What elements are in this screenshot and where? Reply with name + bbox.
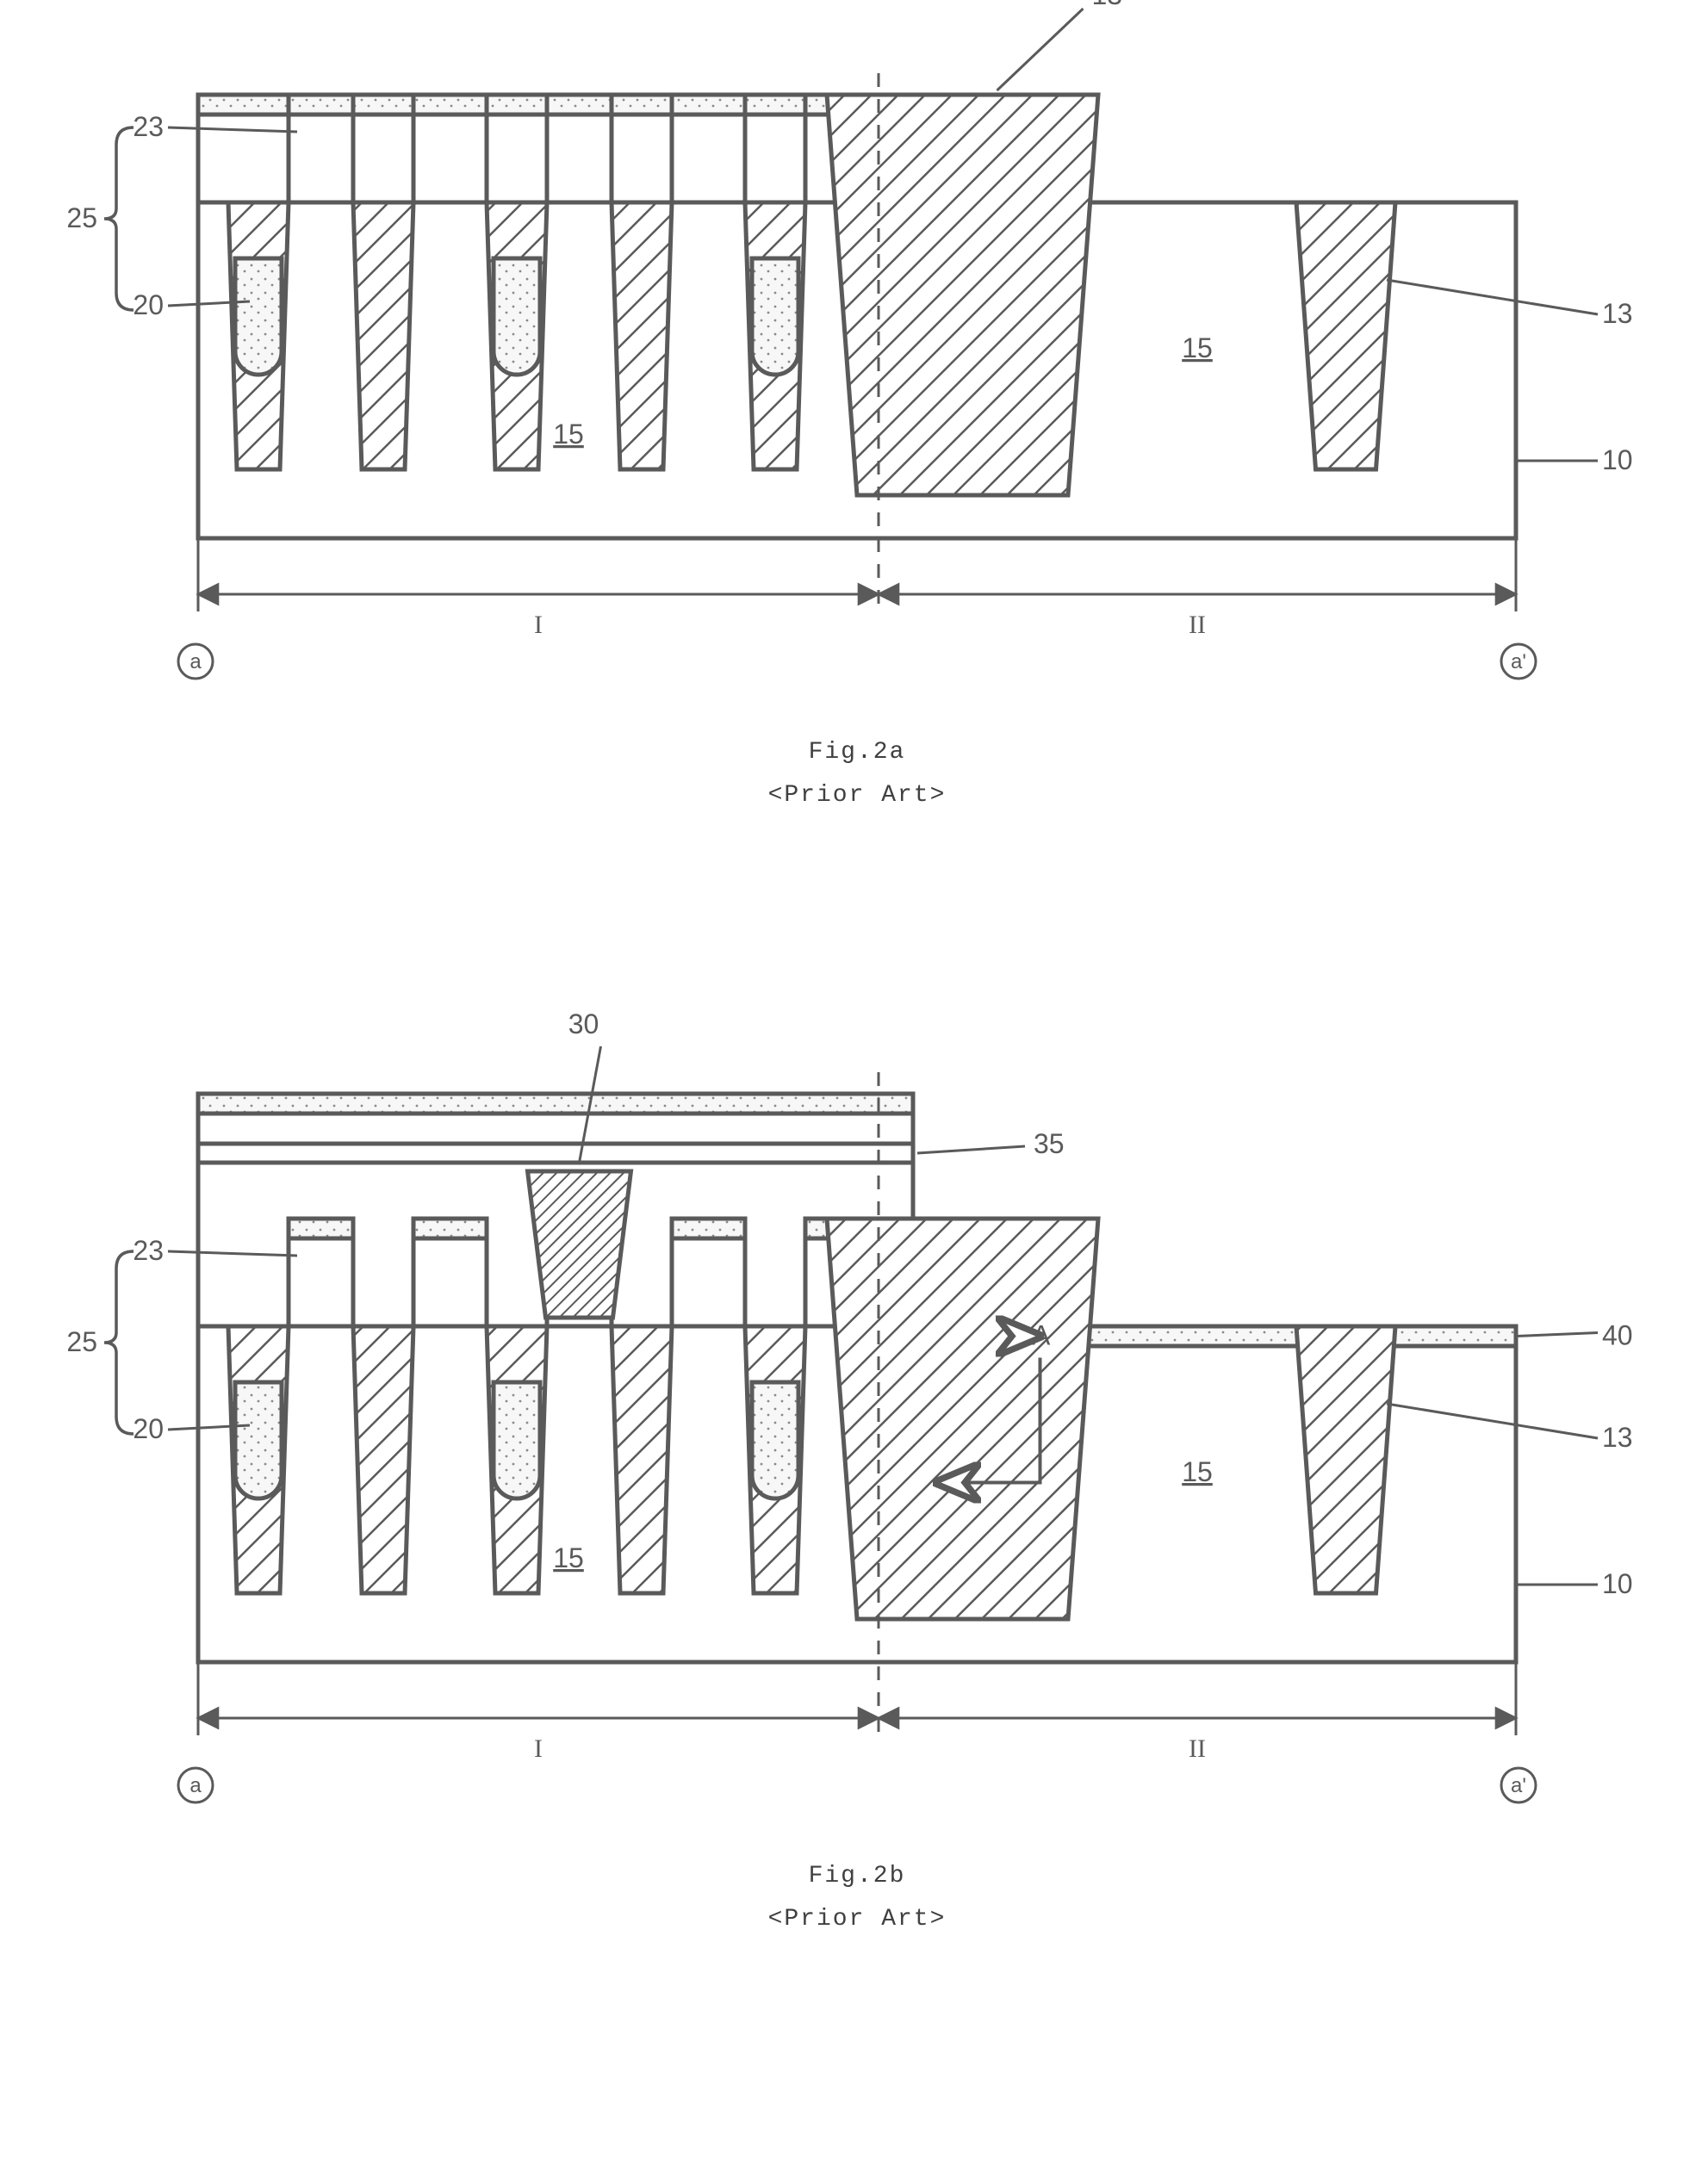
label-13-top: 13: [1092, 0, 1123, 10]
region-I: I: [534, 611, 543, 639]
figure-2a: 1515131310232025IIIaa'Fig.2a<Prior Art>: [66, 0, 1632, 809]
caption-line-1: Fig.2b: [809, 1863, 906, 1889]
label-15-left: 15: [553, 419, 584, 450]
region-II: II: [1189, 1734, 1206, 1763]
figure-2b: 303540A15151310232025IIIaa'Fig.2b<Prior …: [66, 1008, 1632, 1933]
gate-30: [528, 1171, 631, 1318]
marker-a-prime: a': [1511, 650, 1526, 673]
label-25: 25: [66, 1326, 97, 1357]
label-35: 35: [1034, 1128, 1065, 1159]
label-15-left: 15: [553, 1542, 584, 1573]
label-A: A: [1032, 1320, 1051, 1351]
label-23: 23: [133, 1235, 164, 1266]
caption-line-2: <Prior Art>: [768, 1906, 947, 1933]
region-II: II: [1189, 611, 1206, 639]
marker-a-prime: a': [1511, 1774, 1526, 1797]
label-15-right: 15: [1182, 1456, 1213, 1487]
label-13: 13: [1602, 298, 1633, 329]
label-20: 20: [133, 1413, 164, 1444]
label-30: 30: [568, 1008, 599, 1039]
label-25: 25: [66, 202, 97, 233]
layer-35: [198, 1144, 913, 1163]
isolation-wide: [827, 95, 1098, 495]
isolation-wide: [827, 1219, 1098, 1619]
caption-line-1: Fig.2a: [809, 739, 906, 766]
caption-line-2: <Prior Art>: [768, 782, 947, 809]
label-40: 40: [1602, 1320, 1633, 1351]
label-20: 20: [133, 289, 164, 320]
label-23: 23: [133, 111, 164, 142]
label-10: 10: [1602, 1568, 1633, 1599]
label-15-right: 15: [1182, 332, 1213, 363]
label-13: 13: [1602, 1422, 1633, 1453]
marker-a: a: [189, 1774, 202, 1797]
marker-a: a: [189, 650, 202, 673]
region-I: I: [534, 1734, 543, 1763]
label-10: 10: [1602, 444, 1633, 475]
